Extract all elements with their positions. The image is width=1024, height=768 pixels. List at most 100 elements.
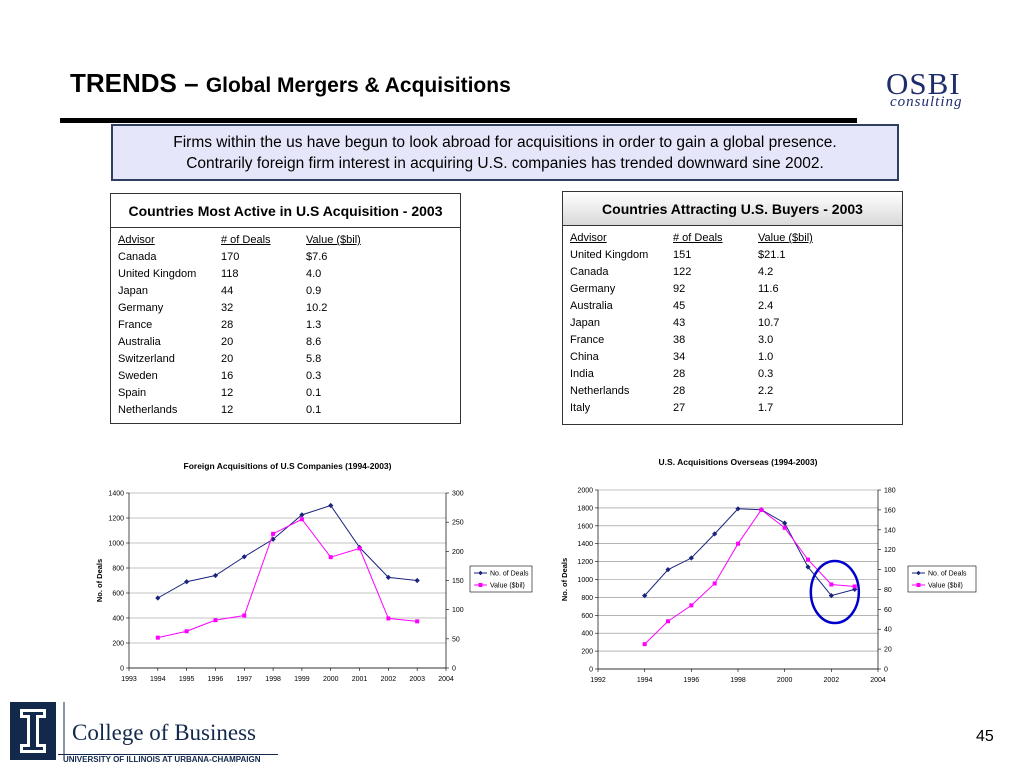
table-row: Japan 43 10.7 [570, 317, 902, 334]
x-tick-label: 1996 [208, 676, 224, 683]
table-cell: 12 [221, 387, 234, 399]
data-point [299, 517, 304, 522]
table-row: Germany 32 10.2 [118, 302, 460, 319]
y-axis-label: No. of Deals [560, 558, 569, 601]
table-cell: 92 [673, 283, 686, 295]
data-point [666, 619, 670, 624]
data-point [782, 525, 787, 530]
table-row: United Kingdom 151 $21.1 [570, 249, 902, 266]
data-point [213, 618, 218, 623]
series-line-deals [644, 508, 855, 597]
legend-box [469, 565, 533, 593]
table-body: Advisor # of Deals Value ($bil) Canada 170 $7… [111, 228, 460, 421]
data-point [328, 555, 333, 560]
table-cell: 4.2 [758, 266, 774, 278]
x-tick-label: 2002 [381, 676, 397, 683]
y-tick-label-right: 40 [884, 627, 892, 634]
y-tick-label: 1800 [577, 505, 593, 512]
table-cell: $21.1 [758, 249, 786, 261]
slide-title: TRENDS – Global Mergers & Acquisitions [70, 68, 511, 99]
legend-label: No. of Deals [928, 571, 967, 578]
chart-title: Foreign Acquisitions of U.S Companies (1… [184, 461, 392, 471]
data-point [242, 613, 247, 618]
data-point [328, 502, 334, 509]
table-cell: 10.2 [306, 302, 328, 314]
column-header: Value ($bil) [306, 234, 361, 246]
data-point [155, 595, 161, 601]
data-point [689, 603, 694, 608]
osbi-logo-name: OSBI [886, 66, 961, 101]
data-point [782, 520, 788, 526]
table-row: France 38 3.0 [570, 334, 902, 351]
data-point [736, 541, 740, 546]
y-tick-label-right: 150 [452, 578, 464, 585]
table-cell: 20 [221, 336, 234, 348]
y-tick-label-right: 300 [452, 491, 464, 498]
y-tick-label-right: 80 [884, 587, 892, 594]
data-point [241, 554, 247, 560]
table-cell: 28 [673, 368, 686, 380]
data-point [271, 531, 276, 536]
x-tick-label: 1996 [684, 677, 700, 684]
table-row: Australia 45 2.4 [570, 300, 902, 317]
table-cell: 3.0 [758, 334, 774, 346]
table-cell: 4.0 [306, 268, 322, 280]
table-title: Countries Attracting U.S. Buyers - 2003 [563, 192, 902, 226]
data-point [184, 629, 189, 634]
y-tick-label: 1200 [108, 516, 124, 523]
y-tick-label-right: 50 [452, 636, 460, 643]
data-point [829, 582, 834, 587]
data-point [642, 642, 647, 647]
table-cell: 151 [673, 249, 692, 261]
legend-label: Value ($bil) [928, 583, 963, 590]
y-tick-label-right: 100 [884, 567, 896, 574]
table-cell: 32 [221, 302, 234, 314]
table-cell: 8.6 [306, 336, 322, 348]
legend-box [907, 565, 977, 593]
x-tick-label: 1998 [265, 676, 281, 683]
y-tick-label-right: 160 [884, 507, 896, 514]
table-cell: 0.1 [306, 404, 322, 416]
page-number: 45 [976, 728, 994, 745]
chart-title: U.S. Acquisitions Overseas (1994-2003) [659, 457, 818, 467]
table-cell: 5.8 [306, 353, 322, 365]
table-cell: Switzerland [118, 353, 175, 365]
table-cell: Germany [118, 302, 164, 314]
table-header-row: Advisor # of Deals Value ($bil) [118, 234, 460, 251]
table-row: Japan 44 0.9 [118, 285, 460, 302]
data-point [414, 577, 420, 584]
data-point [415, 619, 420, 624]
table-cell: Italy [570, 402, 591, 414]
legend-marker [916, 583, 921, 587]
x-tick-label: 2003 [409, 676, 425, 683]
chart-us-acquisitions-overseas: U.S. Acquisitions Overseas (1994-2003) 0 2… [560, 457, 977, 684]
table-row: China 34 1.0 [570, 351, 902, 368]
table-cell: Netherlands [570, 385, 630, 397]
table-cell: 11.6 [758, 283, 779, 295]
y-tick-label-right: 60 [884, 607, 892, 614]
table-cell: France [118, 319, 153, 331]
table-cell: Canada [118, 251, 157, 263]
y-tick-label: 800 [581, 595, 593, 602]
column-header: Advisor [570, 232, 607, 244]
table-cell: Australia [118, 336, 161, 348]
y-tick-label-right: 120 [884, 547, 896, 554]
college-of-business-logo [10, 702, 65, 760]
college-name: College of Business [72, 720, 256, 745]
osbi-logo-sub: consulting [890, 94, 963, 110]
table-cell: 43 [673, 317, 686, 329]
x-tick-label: 2004 [438, 676, 454, 683]
table-cell: 122 [673, 266, 692, 278]
y-tick-label-right: 20 [884, 647, 892, 654]
callout-line-2: Contrarily foreign firm interest in acqu… [186, 155, 824, 172]
table-cell: 28 [221, 319, 234, 331]
table-cell: 170 [221, 251, 240, 263]
y-tick-label: 1400 [108, 491, 124, 498]
x-tick-label: 1993 [121, 676, 137, 683]
table-row: France 28 1.3 [118, 319, 460, 336]
x-tick-label: 2000 [323, 676, 339, 683]
y-axis-label: No. of Deals [95, 559, 104, 602]
table-cell: United Kingdom [570, 249, 649, 261]
x-tick-label: 1992 [590, 677, 606, 684]
y-tick-label-right: 100 [452, 607, 464, 614]
